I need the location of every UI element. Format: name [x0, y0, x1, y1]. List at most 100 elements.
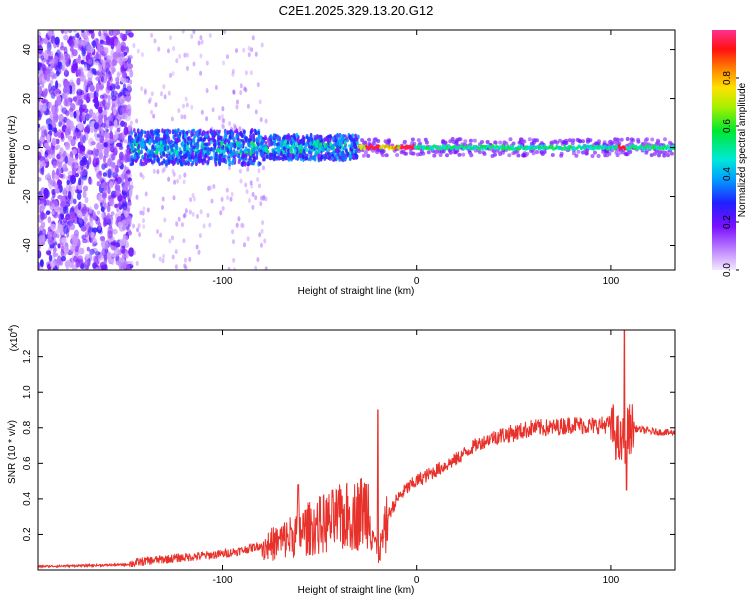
spectrogram-cell	[247, 52, 251, 58]
spectrogram-cell	[461, 144, 464, 148]
spectrogram-cell	[214, 151, 218, 157]
spectrogram-cell	[119, 155, 124, 165]
spectrogram-cell	[70, 125, 76, 132]
spectrogram-cell	[42, 103, 47, 112]
spectrogram-cell	[64, 261, 69, 267]
spectrogram-cell	[123, 139, 128, 144]
spectrogram-cell	[49, 204, 54, 211]
spectrogram-cell	[84, 34, 89, 40]
spectrogram-cell	[38, 40, 44, 45]
spectrogram-cell	[130, 181, 134, 186]
spectrogram-cell	[100, 122, 107, 128]
spectrogram-cell	[410, 137, 415, 142]
spectrogram-cell	[38, 140, 42, 149]
spectrogram-cell	[174, 141, 178, 146]
spectrogram-cell	[77, 122, 83, 132]
spectrogram-cell	[254, 51, 258, 57]
spectrogram-cell	[265, 154, 269, 159]
spectrogram-cell	[408, 150, 413, 155]
spectrogram-cell	[78, 216, 83, 224]
spectrogram-cell	[277, 155, 281, 161]
spectrogram-cell	[258, 161, 262, 166]
spectrogram-cell	[121, 225, 127, 231]
spectrogram-cell	[302, 136, 306, 142]
spectrogram-cell	[71, 205, 75, 213]
spectrogram-cell	[240, 161, 244, 167]
spectrogram-cell	[122, 190, 128, 200]
spectrogram-cell	[177, 108, 181, 114]
spectrogram-cell	[81, 156, 87, 163]
spectrogram-cell	[117, 194, 123, 202]
snr-frame	[37, 329, 676, 571]
spectrogram-cell	[485, 140, 490, 145]
spectrogram-cell	[127, 230, 133, 236]
spectrogram-cell	[663, 137, 667, 142]
spectrogram-cell	[60, 30, 65, 34]
spectrogram-cell	[574, 153, 579, 158]
spectrogram-cell	[292, 133, 296, 139]
spectrogram-cell	[609, 141, 614, 146]
spectrogram-cell	[144, 191, 148, 197]
spectrogram-cell	[258, 183, 261, 189]
spectrogram-cell	[615, 140, 620, 145]
spectrogram-cell	[332, 136, 335, 141]
spectrogram-cell	[71, 167, 77, 176]
spectrogram-cell	[265, 146, 268, 151]
spectrogram-cell	[49, 58, 55, 67]
spectrogram-cell	[41, 165, 45, 176]
spectrogram-cell	[104, 62, 111, 70]
spectrogram-ytick-label: -40	[22, 238, 33, 253]
spectrogram-cell	[173, 130, 176, 135]
spectrogram-cell	[214, 85, 218, 90]
spectrogram-cell	[40, 54, 45, 61]
spectrogram-cell	[46, 41, 52, 52]
spectrogram-cell	[511, 144, 515, 148]
spectrogram-cell	[150, 160, 154, 165]
spectrogram-cell	[160, 154, 163, 159]
spectrogram-cell	[196, 138, 200, 144]
spectrogram-cell	[421, 145, 424, 149]
spectrogram-cell	[177, 128, 180, 133]
spectrogram-cell	[263, 238, 267, 244]
spectrogram-cell	[59, 220, 66, 225]
spectrogram-cell	[249, 144, 252, 149]
spectrogram-cell	[71, 65, 77, 74]
spectrogram-cell	[55, 144, 61, 149]
spectrogram-cell	[249, 130, 253, 135]
spectrogram-cell	[38, 151, 42, 160]
spectrogram-cell	[264, 118, 268, 124]
spectrogram-cell	[122, 57, 128, 62]
spectrogram-cell	[256, 257, 260, 263]
spectrogram-cell	[160, 137, 164, 142]
spectrogram-cell	[183, 146, 187, 152]
spectrogram-cell	[567, 147, 570, 151]
spectrogram-cell	[82, 74, 87, 83]
spectrogram-cell	[98, 170, 102, 176]
spectrogram-cell	[59, 173, 64, 179]
spectrogram-cell	[581, 150, 585, 155]
spectrogram-cell	[310, 137, 314, 141]
spectrogram-cell	[167, 176, 171, 182]
colorbar-tick-label: 0.0	[722, 263, 733, 277]
spectrogram-cell	[354, 149, 358, 154]
spectrogram-cell	[434, 150, 439, 155]
spectrogram-cell	[106, 251, 112, 260]
spectrogram-cell	[204, 133, 208, 138]
spectrogram-cell	[511, 147, 514, 151]
spectrogram-cell	[161, 196, 165, 202]
spectrogram-cell	[67, 30, 73, 34]
spectrogram-cell	[273, 147, 277, 151]
spectrogram-cell	[497, 150, 502, 155]
spectrogram-cell	[199, 136, 203, 142]
spectrogram-cell	[228, 121, 232, 127]
spectrogram-cell	[120, 41, 127, 52]
spectrogram-cell	[223, 157, 226, 163]
spectrogram-cell	[188, 140, 191, 144]
spectrogram-cell	[65, 126, 71, 136]
spectrogram-cell	[181, 134, 185, 140]
spectrogram-cell	[254, 131, 258, 136]
spectrogram-cell	[63, 34, 69, 41]
spectrogram-cell	[63, 30, 69, 35]
spectrogram-cell	[174, 157, 178, 162]
spectrogram-cell	[116, 127, 121, 132]
